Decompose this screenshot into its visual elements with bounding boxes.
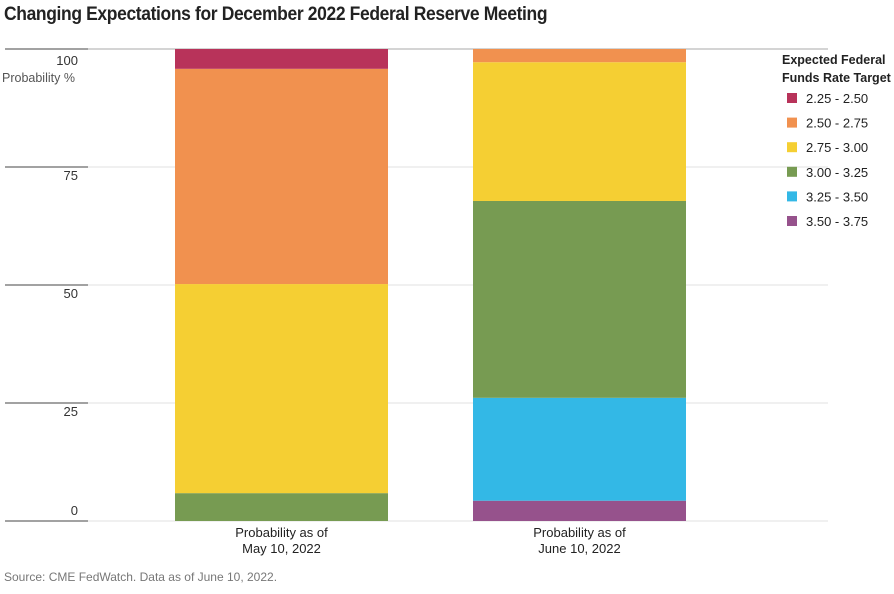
bar-segment — [473, 500, 686, 521]
bar-segment — [175, 284, 388, 494]
y-tick-label: 100 — [56, 53, 78, 68]
legend-swatch — [787, 142, 797, 153]
legend-swatch — [787, 93, 797, 103]
source-note: Source: CME FedWatch. Data as of June 10… — [4, 570, 278, 584]
x-tick-label: June 10, 2022 — [538, 541, 620, 556]
y-tick-label: 0 — [71, 503, 78, 518]
bar-segment — [473, 200, 686, 398]
bar-segment — [175, 68, 388, 285]
legend-title: Funds Rate Target — [782, 71, 892, 85]
legend-title: Expected Federal — [782, 53, 886, 67]
bar-segment — [175, 49, 388, 69]
chart-title: Changing Expectations for December 2022 … — [4, 4, 548, 25]
y-axis-label: Probability % — [2, 71, 75, 85]
bar-segment — [473, 62, 686, 201]
legend-label: 3.25 - 3.50 — [806, 189, 868, 204]
y-tick-label: 75 — [64, 168, 78, 183]
legend-label: 2.75 - 3.00 — [806, 140, 868, 155]
legend-label: 3.50 - 3.75 — [806, 214, 868, 229]
legend-swatch — [787, 191, 797, 202]
x-tick-label: May 10, 2022 — [242, 541, 321, 556]
legend-swatch — [787, 166, 797, 177]
legend-label: 2.25 - 2.50 — [806, 91, 868, 106]
bar-segment — [473, 49, 686, 63]
legend-label: 3.00 - 3.25 — [806, 165, 868, 180]
bar-segment — [473, 397, 686, 501]
bar-segment — [175, 493, 388, 521]
x-tick-label: Probability as of — [533, 525, 626, 540]
y-tick-label: 25 — [64, 404, 78, 419]
legend-swatch — [787, 117, 797, 128]
legend-label: 2.50 - 2.75 — [806, 116, 868, 131]
legend-swatch — [787, 216, 797, 226]
x-tick-label: Probability as of — [235, 525, 328, 540]
y-tick-label: 50 — [64, 286, 78, 301]
